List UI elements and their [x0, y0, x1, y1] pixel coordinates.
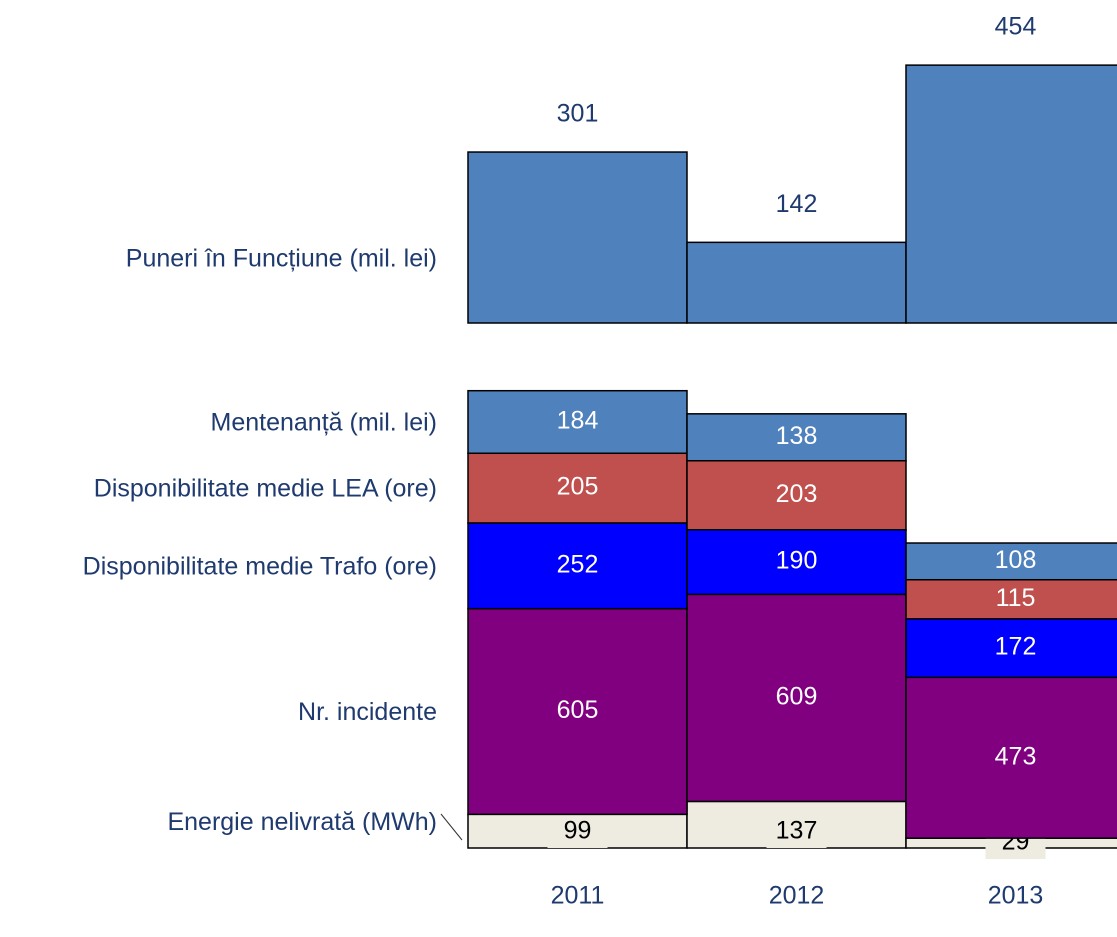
value-label: 115: [996, 584, 1036, 612]
series-label: Disponibilitate medie LEA (ore): [94, 475, 437, 503]
bar-segment: [467, 522, 688, 610]
bar-segment: [686, 593, 907, 803]
bar-segment: [467, 452, 688, 524]
bar: [905, 64, 1117, 324]
bar: [467, 151, 688, 324]
value-label: 609: [776, 682, 818, 710]
value-label: 172: [995, 633, 1037, 661]
x-tick-label: 2012: [769, 882, 825, 910]
value-label-box: [547, 816, 608, 848]
series-label: Mentenanță (mil. lei): [211, 409, 437, 437]
bar-segment: [686, 413, 907, 462]
bar-segment: [905, 542, 1117, 581]
value-label: 108: [995, 546, 1037, 574]
value-label: 203: [776, 480, 818, 508]
series-label: Nr. incidente: [298, 698, 437, 726]
series-label: Puneri în Funcțiune (mil. lei): [126, 245, 437, 273]
bar-segment: [686, 459, 907, 531]
value-label: 99: [564, 817, 592, 845]
value-label: 137: [776, 817, 818, 845]
value-label: 142: [776, 190, 818, 218]
x-tick-label: 2011: [551, 882, 605, 910]
series-label: Disponibilitate medie Trafo (ore): [83, 552, 437, 580]
value-label: 205: [557, 473, 599, 501]
value-label: 301: [557, 100, 599, 128]
value-label: 184: [557, 407, 599, 435]
bar-segment: [686, 529, 907, 596]
value-label: 252: [557, 550, 599, 578]
value-label: 454: [995, 13, 1037, 41]
leader-line: [440, 813, 463, 841]
value-label: 473: [995, 742, 1037, 770]
bar-segment: [467, 607, 688, 816]
value-label-box: [766, 816, 827, 848]
value-label: 190: [776, 547, 818, 575]
bar: [686, 241, 907, 324]
bar-segment: [905, 578, 1117, 620]
bar-segment: [905, 676, 1117, 839]
bar-segment: [467, 389, 688, 455]
value-label: 138: [776, 422, 818, 450]
x-tick-label: 2013: [988, 882, 1044, 910]
value-label: 605: [557, 696, 599, 724]
series-label: Energie nelivrată (MWh): [167, 808, 437, 836]
